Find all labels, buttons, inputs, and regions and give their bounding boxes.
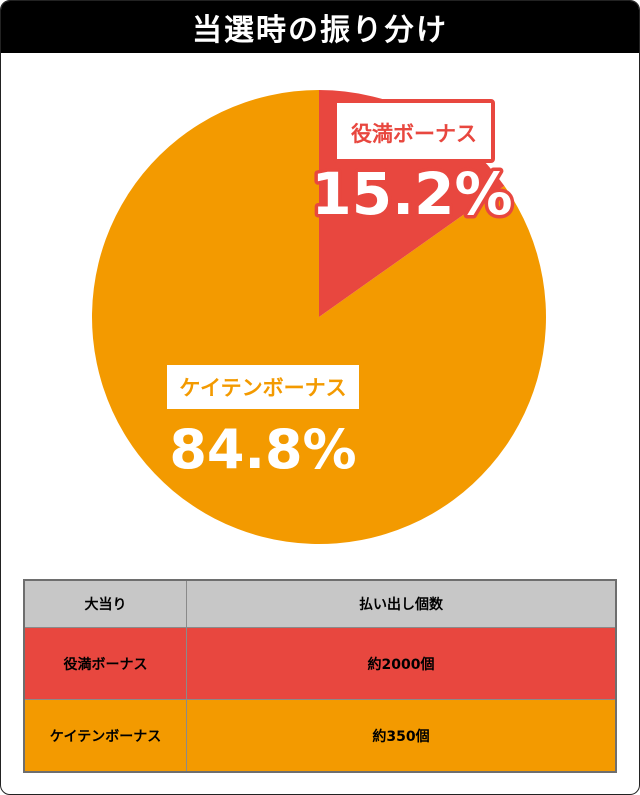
table-row: 役満ボーナス 約2000個 <box>23 627 617 700</box>
keiten-value: 84.8% <box>169 418 356 481</box>
table-cell: 役満ボーナス <box>23 627 187 700</box>
chart-title: 当選時の振り分け <box>1 1 639 53</box>
keiten-label: ケイテンボーナス <box>179 376 346 400</box>
yakuman-label-box <box>333 99 495 163</box>
pie-slice-keiten <box>92 90 547 544</box>
yakuman-value-outline: 15.2% <box>311 160 512 228</box>
table-header-row: 大当り 払い出し個数 <box>23 579 617 628</box>
pie-chart: 役満ボーナス 15.2% 15.2% ケイテンボーナス 84.8% <box>92 90 547 544</box>
table-header-cell: 払い出し個数 <box>186 579 617 628</box>
table-cell: 約350個 <box>186 699 617 773</box>
table-cell: 約2000個 <box>186 627 617 700</box>
table-cell: ケイテンボーナス <box>23 699 187 773</box>
payout-table: 大当り 払い出し個数 役満ボーナス 約2000個 ケイテンボーナス 約350個 <box>23 579 617 773</box>
table-header-cell: 大当り <box>23 579 187 628</box>
keiten-label-box <box>167 365 359 409</box>
keiten-label-group: ケイテンボーナス 84.8% <box>167 365 359 481</box>
table-row: ケイテンボーナス 約350個 <box>23 699 617 773</box>
yakuman-value: 15.2% <box>311 160 512 228</box>
yakuman-label-group: 役満ボーナス 15.2% 15.2% <box>308 99 516 232</box>
yakuman-label: 役満ボーナス <box>351 122 477 146</box>
